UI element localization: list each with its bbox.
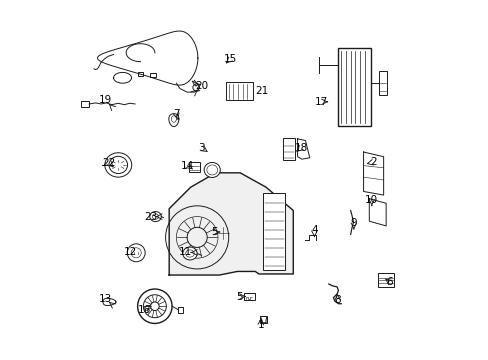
Text: 12: 12: [123, 247, 137, 257]
Bar: [137, 72, 143, 76]
Bar: [377, 273, 393, 287]
Text: 16: 16: [138, 305, 151, 315]
Text: 1: 1: [257, 320, 264, 330]
Text: 19: 19: [99, 95, 112, 105]
Circle shape: [217, 227, 228, 239]
Bar: [225, 82, 252, 100]
Text: 5: 5: [236, 292, 243, 302]
Bar: [379, 72, 386, 95]
Text: 2: 2: [369, 157, 376, 167]
Ellipse shape: [149, 212, 161, 222]
Bar: [178, 307, 183, 313]
Ellipse shape: [203, 162, 220, 177]
Text: 13: 13: [99, 294, 112, 304]
Text: 7: 7: [173, 109, 179, 119]
Text: 23: 23: [143, 212, 157, 221]
Text: 14: 14: [181, 161, 194, 171]
Text: 18: 18: [294, 143, 307, 153]
Polygon shape: [169, 173, 293, 275]
Text: 3: 3: [198, 143, 204, 153]
Bar: [263, 193, 285, 270]
Bar: [201, 252, 207, 258]
Polygon shape: [363, 152, 383, 195]
Bar: [260, 316, 267, 323]
Text: 8: 8: [334, 295, 340, 305]
Bar: [81, 101, 89, 107]
Text: 10: 10: [365, 195, 378, 205]
Bar: [244, 293, 254, 300]
Circle shape: [127, 244, 145, 262]
Bar: [188, 162, 199, 172]
Text: 17: 17: [314, 97, 327, 107]
Circle shape: [137, 289, 172, 323]
Polygon shape: [297, 139, 309, 159]
Polygon shape: [368, 199, 386, 226]
Text: 5: 5: [210, 227, 217, 237]
Text: 11: 11: [178, 247, 192, 257]
Bar: [150, 73, 156, 77]
Text: 15: 15: [224, 54, 237, 64]
Text: 21: 21: [255, 86, 268, 96]
Text: 6: 6: [386, 277, 392, 287]
Text: 4: 4: [310, 225, 317, 235]
Bar: [283, 138, 294, 160]
Text: 20: 20: [195, 81, 208, 91]
Text: 9: 9: [350, 218, 356, 228]
Bar: [338, 48, 371, 126]
Ellipse shape: [183, 247, 197, 260]
Text: 22: 22: [102, 158, 115, 168]
